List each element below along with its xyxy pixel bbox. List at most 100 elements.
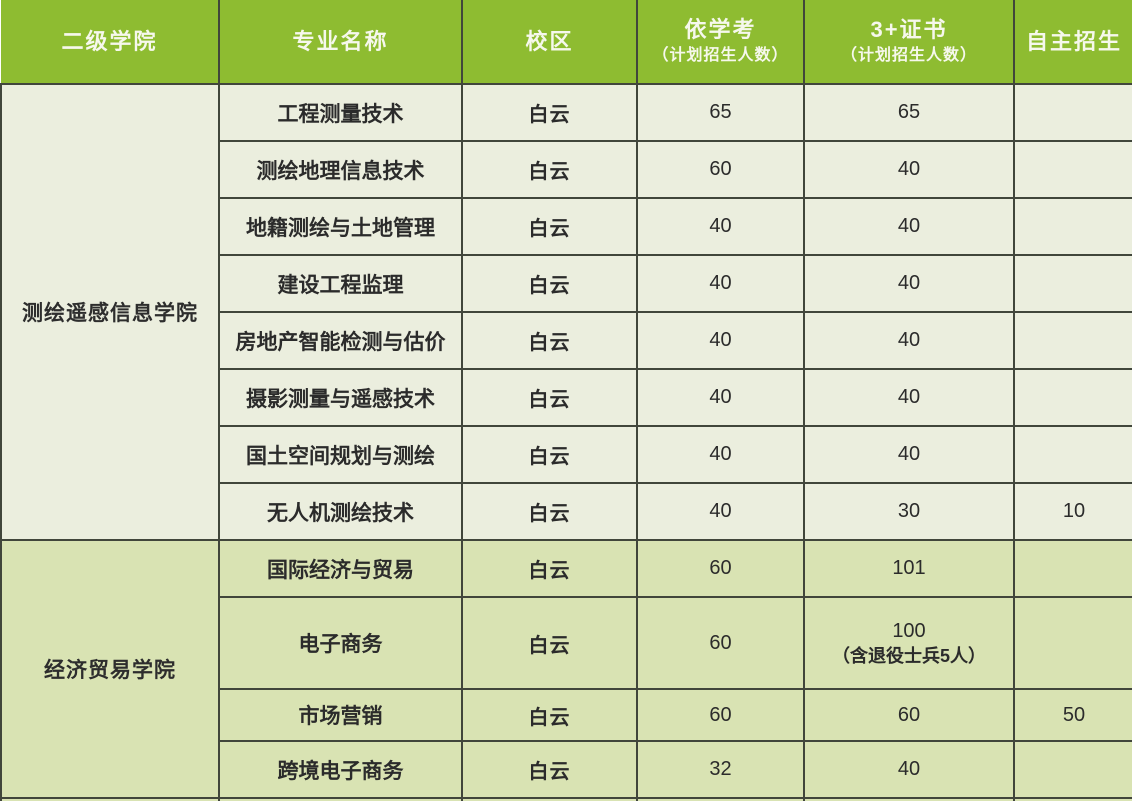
major-cell: 国际经济与贸易 [218, 539, 463, 598]
college-group-surveying: 测绘遥感信息学院 工程测量技术 白云 65 65 测绘地理信息技术 白云 60 … [0, 83, 1132, 541]
campus-cell: 白云 [461, 197, 638, 256]
college-name-cell: 经济贸易学院 [0, 539, 220, 799]
table-row [0, 797, 1132, 801]
header-cell-college: 二级学院 [1, 0, 220, 85]
campus-cell: 白云 [461, 83, 638, 142]
zizhu-cell [1013, 368, 1132, 427]
header-label: 3+证书 [870, 16, 948, 42]
xuekao-cell: 40 [636, 425, 805, 484]
table-row: 建设工程监理 白云 40 40 [1, 254, 1132, 313]
xuekao-cell: 60 [636, 539, 805, 598]
major-cell: 建设工程监理 [218, 254, 463, 313]
header-row: 二级学院 专业名称 校区 依学考 （计划招生人数） 3+证书 （计划招生人数） … [1, 0, 1132, 85]
college-name-cell: 测绘遥感信息学院 [0, 83, 220, 541]
header-label: 自主招生 [1025, 28, 1122, 54]
zhengshu-cell: 101 [803, 539, 1015, 598]
zizhu-cell [1013, 596, 1132, 690]
zhengshu-cell: 40 [803, 425, 1015, 484]
major-cell: 国土空间规划与测绘 [218, 425, 463, 484]
campus-cell: 白云 [461, 140, 638, 199]
zizhu-cell [1013, 140, 1132, 199]
empty-cell [636, 797, 805, 801]
major-cell: 无人机测绘技术 [218, 482, 463, 541]
table-row: 电子商务 白云 60 100 （含退役士兵5人） [1, 596, 1132, 690]
header-cell-major: 专业名称 [218, 0, 463, 85]
zizhu-cell [1013, 83, 1132, 142]
zhengshu-cell: 40 [803, 311, 1015, 370]
empty-cell [803, 797, 1015, 801]
header-label: 专业名称 [292, 28, 389, 54]
zhengshu-cell: 65 [803, 83, 1015, 142]
zizhu-cell [1013, 197, 1132, 256]
major-cell: 房地产智能检测与估价 [218, 311, 463, 370]
xuekao-cell: 40 [636, 254, 805, 313]
campus-cell: 白云 [461, 688, 638, 742]
major-cell: 摄影测量与遥感技术 [218, 368, 463, 427]
empty-cell [461, 797, 638, 801]
zhengshu-value: 100 [892, 620, 926, 642]
table-row: 跨境电子商务 白云 32 40 [1, 740, 1132, 799]
campus-cell: 白云 [461, 368, 638, 427]
zhengshu-cell: 40 [803, 197, 1015, 256]
zhengshu-cell: 40 [803, 254, 1015, 313]
zhengshu-cell: 60 [803, 688, 1015, 742]
table-row: 摄影测量与遥感技术 白云 40 40 [1, 368, 1132, 427]
college-group-economics: 经济贸易学院 国际经济与贸易 白云 60 101 电子商务 白云 60 100 … [0, 539, 1132, 799]
header-cell-campus: 校区 [461, 0, 638, 85]
zizhu-cell [1013, 539, 1132, 598]
header-sublabel: （计划招生人数） [840, 46, 977, 64]
table-row: 测绘遥感信息学院 工程测量技术 白云 65 65 [0, 83, 1132, 541]
header-label: 二级学院 [61, 28, 158, 54]
campus-cell: 白云 [461, 596, 638, 690]
table-row: 经济贸易学院 国际经济与贸易 白云 60 101 [0, 539, 1132, 799]
campus-cell: 白云 [461, 254, 638, 313]
xuekao-cell: 40 [636, 368, 805, 427]
table-row: 国土空间规划与测绘 白云 40 40 [1, 425, 1132, 484]
major-cell: 跨境电子商务 [218, 740, 463, 799]
zizhu-cell: 10 [1013, 482, 1132, 541]
zhengshu-note: （含退役士兵5人） [831, 646, 986, 666]
table-header: 二级学院 专业名称 校区 依学考 （计划招生人数） 3+证书 （计划招生人数） … [1, 0, 1132, 85]
header-label: 依学考 [684, 16, 757, 42]
next-row-clipped [0, 797, 1132, 801]
header-cell-xuekao: 依学考 （计划招生人数） [636, 0, 805, 85]
campus-cell: 白云 [461, 482, 638, 541]
empty-cell [1013, 797, 1132, 801]
xuekao-cell: 60 [636, 596, 805, 690]
table-row: 地籍测绘与土地管理 白云 40 40 [1, 197, 1132, 256]
table-row: 房地产智能检测与估价 白云 40 40 [1, 311, 1132, 370]
campus-cell: 白云 [461, 539, 638, 598]
zhengshu-cell: 40 [803, 140, 1015, 199]
major-cell: 电子商务 [218, 596, 463, 690]
zhengshu-cell: 40 [803, 740, 1015, 799]
zizhu-cell [1013, 425, 1132, 484]
table-row: 市场营销 白云 60 60 50 [1, 688, 1132, 742]
major-cell: 市场营销 [218, 688, 463, 742]
empty-cell [218, 797, 463, 801]
major-cell: 工程测量技术 [218, 83, 463, 142]
table-row: 测绘地理信息技术 白云 60 40 [1, 140, 1132, 199]
zhengshu-cell: 100 （含退役士兵5人） [803, 596, 1015, 690]
table-row: 无人机测绘技术 白云 40 30 10 [1, 482, 1132, 541]
xuekao-cell: 40 [636, 197, 805, 256]
major-cell: 地籍测绘与土地管理 [218, 197, 463, 256]
zhengshu-cell: 30 [803, 482, 1015, 541]
zizhu-cell: 50 [1013, 688, 1132, 742]
header-cell-zizhu: 自主招生 [1013, 0, 1132, 85]
xuekao-cell: 65 [636, 83, 805, 142]
header-cell-zhengshu: 3+证书 （计划招生人数） [803, 0, 1015, 85]
xuekao-cell: 32 [636, 740, 805, 799]
xuekao-cell: 60 [636, 688, 805, 742]
campus-cell: 白云 [461, 740, 638, 799]
xuekao-cell: 40 [636, 482, 805, 541]
campus-cell: 白云 [461, 311, 638, 370]
zizhu-cell [1013, 254, 1132, 313]
xuekao-cell: 60 [636, 140, 805, 199]
header-label: 校区 [525, 28, 574, 54]
empty-cell [0, 797, 220, 801]
xuekao-cell: 40 [636, 311, 805, 370]
zizhu-cell [1013, 311, 1132, 370]
zizhu-cell [1013, 740, 1132, 799]
